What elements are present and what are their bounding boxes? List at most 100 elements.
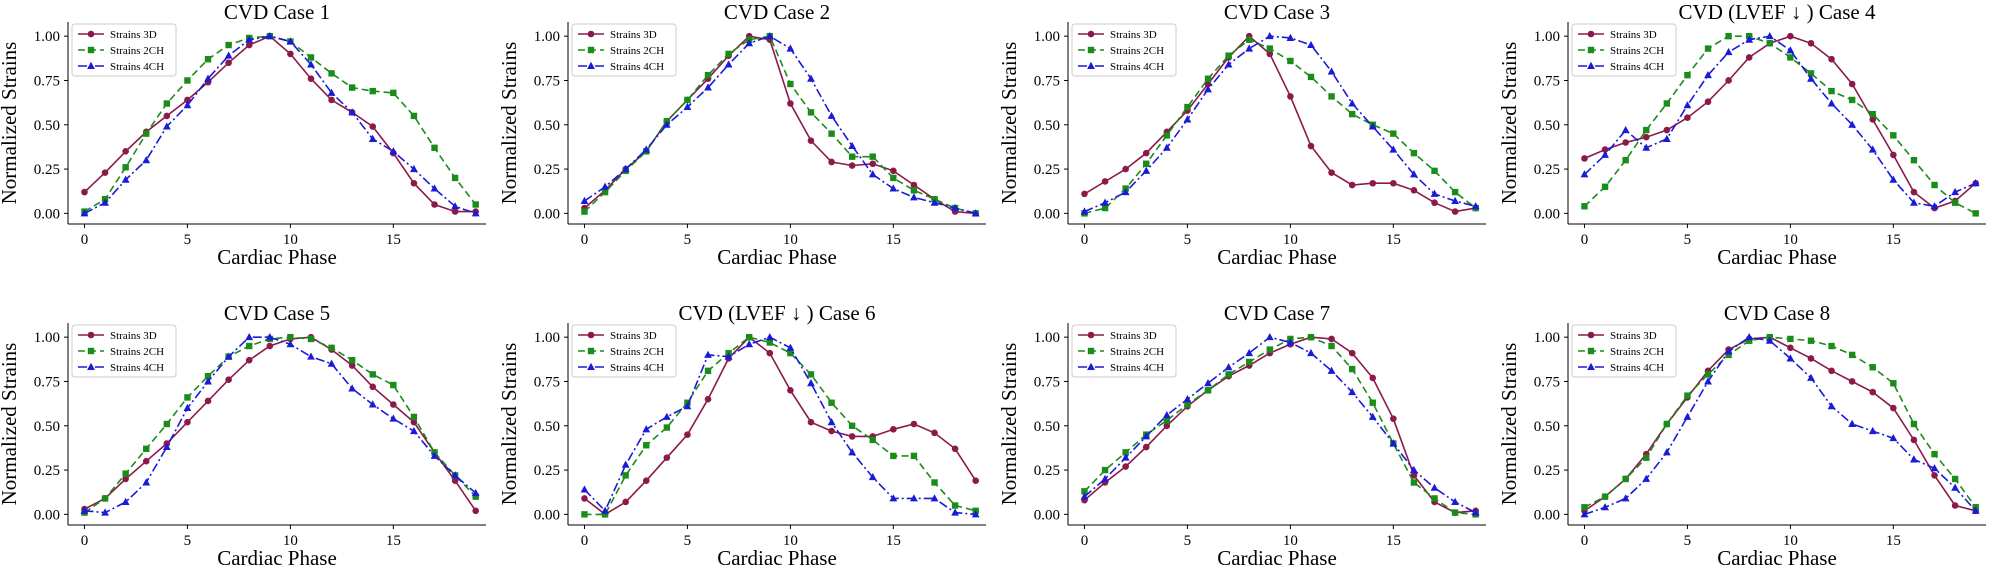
- data-point: [1889, 433, 1898, 442]
- data-point: [1581, 155, 1588, 162]
- data-point: [890, 167, 897, 175]
- data-point: [1307, 348, 1315, 357]
- series-strains-4ch: [80, 31, 480, 217]
- x-tick-label: 0: [581, 533, 589, 549]
- data-point: [1910, 455, 1918, 463]
- legend-label: Strains 3D: [110, 29, 157, 41]
- data-point: [204, 74, 212, 82]
- data-point: [1787, 54, 1794, 61]
- x-tick-label: 15: [1386, 232, 1401, 248]
- data-point: [389, 414, 398, 422]
- data-point: [286, 340, 295, 348]
- data-point: [827, 418, 836, 426]
- data-point: [889, 184, 898, 192]
- data-point: [1643, 454, 1650, 461]
- data-point: [580, 196, 589, 204]
- data-point: [1828, 342, 1835, 350]
- data-point: [1662, 134, 1671, 142]
- data-point: [1081, 488, 1088, 495]
- data-point: [1163, 132, 1171, 139]
- data-point: [122, 470, 129, 477]
- legend-box: [1571, 324, 1677, 378]
- legend: Strains 3D Strains 2CH Strains 4CH: [71, 23, 177, 77]
- legend-label: Strains 4CH: [110, 362, 164, 374]
- data-point: [704, 350, 712, 358]
- series-line: [1583, 35, 1977, 215]
- data-point: [622, 472, 629, 479]
- data-point: [1786, 46, 1795, 54]
- legend-label: Strains 2CH: [110, 346, 164, 358]
- y-tick-label: 0.25: [34, 463, 60, 479]
- data-point: [1931, 472, 1938, 479]
- data-point: [1101, 198, 1109, 206]
- data-point: [1183, 394, 1192, 403]
- data-point: [642, 425, 651, 433]
- legend-marker: [1087, 46, 1095, 54]
- data-point: [245, 356, 253, 364]
- data-point: [765, 31, 774, 40]
- data-point: [1348, 181, 1356, 189]
- x-axis-label: Cardiac Phase: [717, 245, 837, 269]
- y-tick-label: 0.50: [534, 419, 560, 435]
- data-point: [451, 174, 459, 182]
- data-point: [1807, 373, 1815, 381]
- data-point: [101, 169, 109, 176]
- data-point: [683, 102, 692, 111]
- legend: Strains 3D Strains 2CH Strains 4CH: [571, 324, 677, 378]
- data-point: [430, 451, 439, 459]
- data-point: [1580, 170, 1589, 178]
- data-point: [1121, 187, 1130, 196]
- data-point: [1183, 115, 1192, 123]
- legend-marker: [1087, 331, 1095, 339]
- data-point: [580, 485, 589, 493]
- y-axis-label: Normalized Strains: [497, 42, 521, 205]
- data-point: [1162, 143, 1171, 151]
- x-tick-label: 5: [1684, 533, 1692, 549]
- data-point: [1621, 494, 1630, 502]
- data-point: [662, 412, 671, 420]
- data-point: [787, 80, 794, 88]
- data-point: [1184, 401, 1191, 408]
- data-point: [910, 452, 918, 460]
- y-tick-label: 0.50: [534, 118, 560, 134]
- data-point: [828, 399, 835, 406]
- data-point: [971, 209, 980, 217]
- data-point: [1663, 100, 1671, 107]
- data-point: [1765, 31, 1774, 40]
- data-point: [1307, 73, 1315, 81]
- legend-box: [1071, 23, 1177, 77]
- data-point: [1724, 347, 1733, 355]
- data-point: [766, 339, 773, 346]
- data-point: [1204, 75, 1212, 82]
- subplot-title: CVD Case 2: [724, 0, 830, 24]
- data-point: [1122, 165, 1129, 173]
- legend-marker: [1587, 347, 1595, 355]
- data-point: [369, 371, 376, 378]
- data-point: [1265, 31, 1274, 40]
- data-point: [1704, 377, 1712, 385]
- data-point: [848, 153, 856, 160]
- y-tick-label: 0.50: [1034, 419, 1060, 435]
- data-point: [1410, 472, 1418, 479]
- data-point: [1766, 40, 1773, 47]
- data-point: [287, 50, 294, 58]
- data-point: [1142, 443, 1150, 451]
- x-tick-label: 10: [1783, 533, 1798, 549]
- series-line: [1084, 35, 1476, 213]
- data-point: [410, 418, 418, 426]
- data-point: [1369, 374, 1377, 382]
- data-point: [807, 379, 815, 387]
- x-tick-label: 5: [684, 533, 692, 549]
- data-point: [1368, 412, 1377, 420]
- legend-box: [1571, 23, 1677, 77]
- data-point: [472, 201, 479, 208]
- data-point: [431, 144, 438, 152]
- data-point: [745, 340, 754, 348]
- data-point: [1081, 190, 1088, 198]
- data-point: [265, 31, 274, 40]
- data-point: [451, 477, 459, 485]
- y-tick-label: 1.00: [534, 330, 560, 346]
- data-point: [163, 112, 171, 120]
- y-tick-label: 0.75: [534, 374, 560, 390]
